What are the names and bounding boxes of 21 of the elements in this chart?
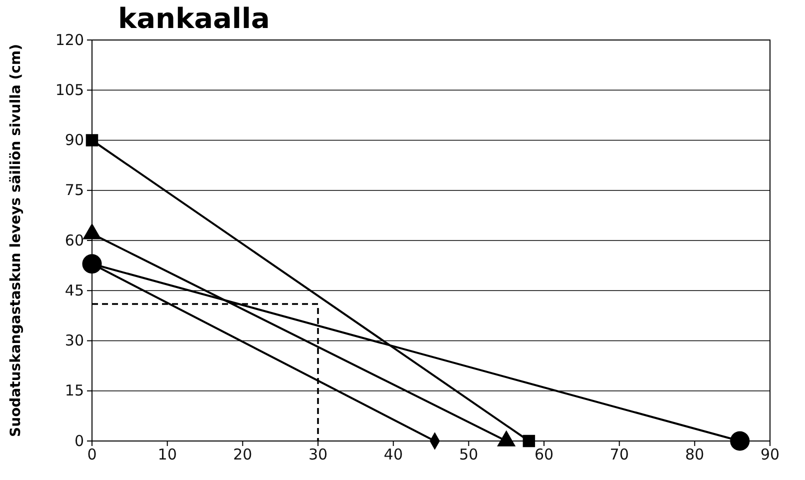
y-tick-label: 105 [55, 80, 84, 99]
y-tick-label: 60 [64, 231, 84, 250]
y-tick-label: 15 [64, 382, 84, 400]
x-tick-label: 20 [233, 446, 252, 464]
x-tick-label: 30 [308, 446, 328, 464]
y-axis-title: Suodatuskangastaskun leveys säiliön sivulla (cm) [8, 44, 24, 437]
x-tick-label: 0 [87, 446, 97, 464]
x-tick-label: 10 [158, 446, 177, 464]
x-tick-label: 40 [384, 446, 403, 464]
y-tick-label: 75 [64, 181, 84, 200]
y-tick-label: 30 [64, 332, 84, 350]
y-tick-label: 0 [74, 432, 84, 450]
x-tick-label: 80 [685, 446, 704, 464]
x-tick-label: 90 [760, 446, 780, 464]
y-tick-label: 120 [55, 30, 84, 49]
x-tick-label: 50 [459, 446, 478, 464]
y-tick-label: 45 [64, 281, 84, 300]
y-tick-label: 90 [64, 131, 84, 150]
chart-title: kankaalla [118, 2, 270, 35]
x-tick-label: 70 [610, 446, 629, 464]
x-tick-label: 60 [534, 446, 554, 464]
